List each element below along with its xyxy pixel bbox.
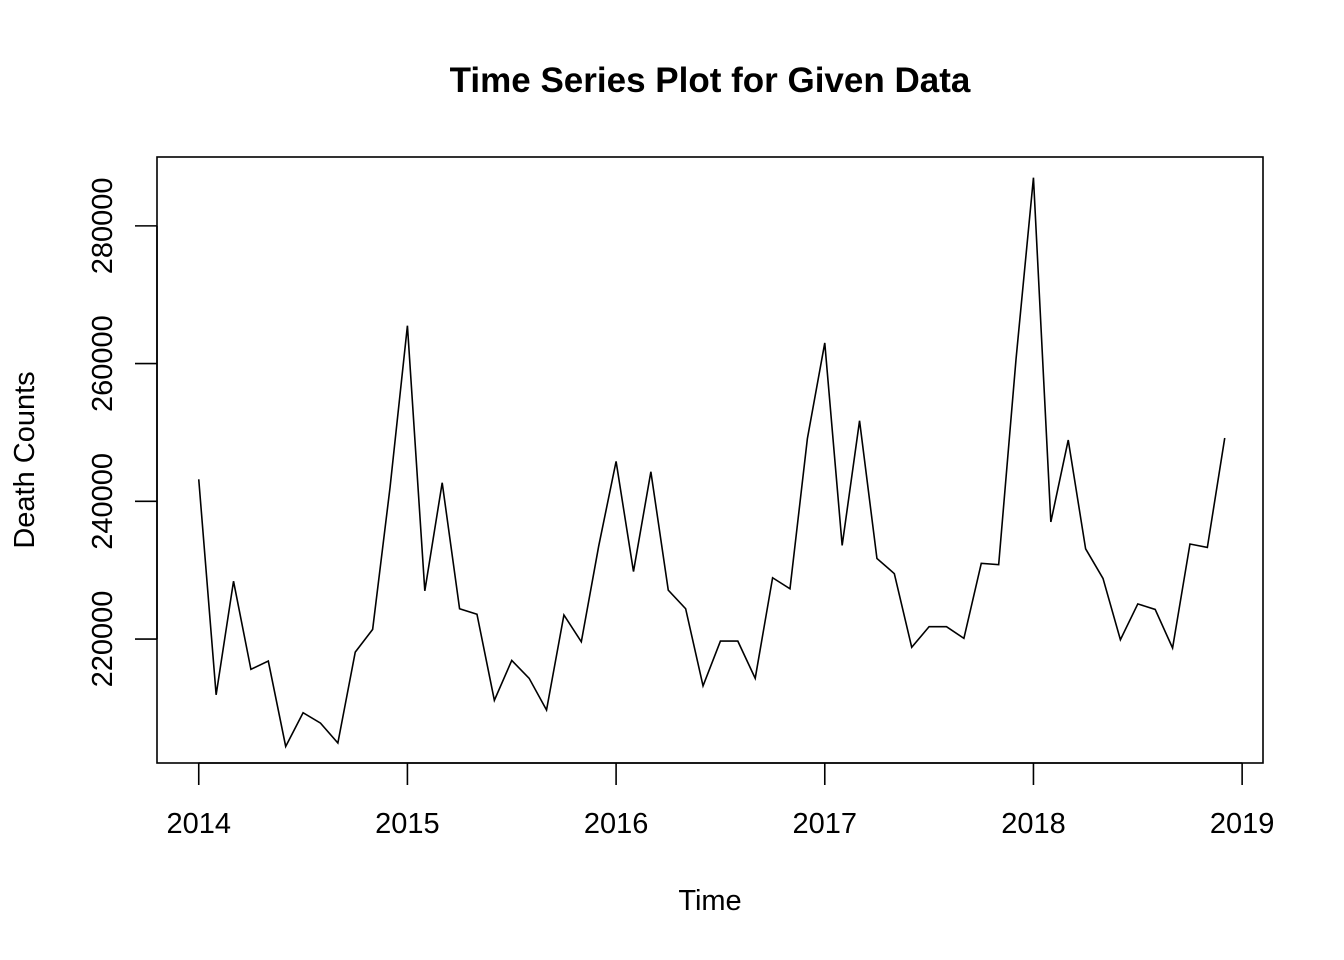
plot-frame [156,156,1264,764]
x-tick-label-2017: 2017 [793,808,858,840]
series-line-death-counts [197,177,1226,749]
chart-title: Time Series Plot for Given Data [450,61,971,100]
y-tick-label-260000: 260000 [87,315,119,412]
y-axis-label: Death Counts [9,371,41,548]
x-tick-label-2014: 2014 [166,808,231,840]
x-tick-label-2016: 2016 [584,808,649,840]
x-tick-label-2015: 2015 [375,808,440,840]
y-tick-label-220000: 220000 [87,591,119,688]
x-axis-label: Time [678,885,741,917]
y-tick-label-240000: 240000 [87,453,119,550]
x-tick-label-2019: 2019 [1210,808,1275,840]
y-axis: 220000 240000 260000 280000 [87,177,158,688]
x-axis: 2014 2015 2016 2017 2018 2019 [166,762,1275,840]
y-tick-label-280000: 280000 [87,177,119,274]
x-tick-label-2018: 2018 [1001,808,1066,840]
